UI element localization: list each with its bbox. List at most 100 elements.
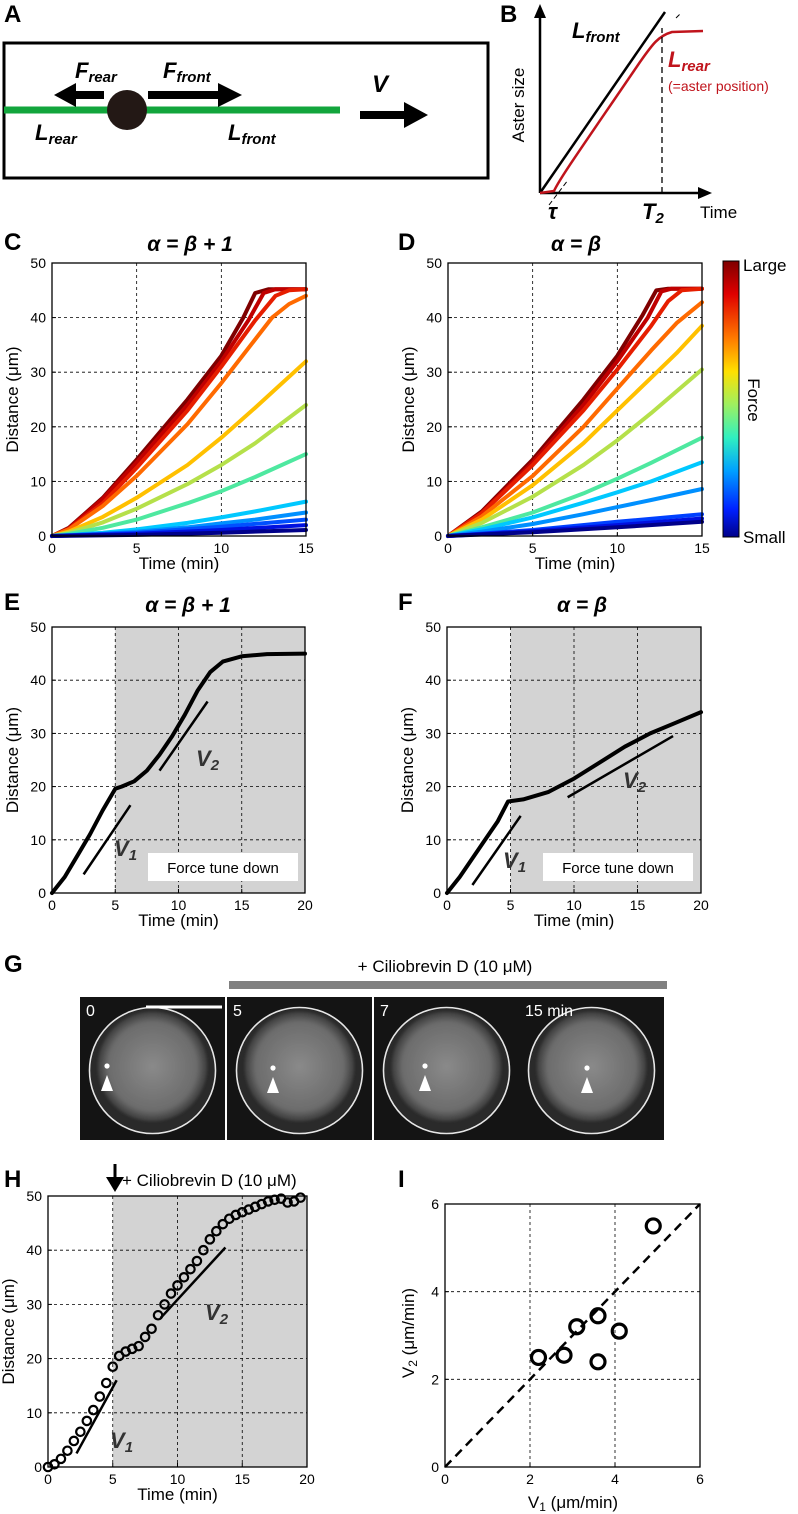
chart-h-point [55, 1453, 67, 1465]
chart-h-ytick-label: 20 [26, 1351, 42, 1367]
panel-g-drug-label: + Ciliobrevin D (10 μM) [358, 957, 533, 976]
frame-label-0: 0 [86, 1003, 95, 1020]
f-front-label: Ffront [163, 58, 212, 86]
chart-h-v1: V1 [110, 1428, 133, 1456]
chart-h-point [211, 1225, 222, 1237]
chart-e-ytick-label: 30 [30, 725, 46, 741]
chart-h-point [152, 1309, 164, 1321]
panel-b-schematic: Aster size Time Lfront Lrear (=aster pos… [509, 4, 769, 227]
panel-label-e: E [4, 589, 20, 616]
chart-e: 0 5 10 15 20 0 10 20 30 40 50 Time (min) Distance (μ… [3, 619, 313, 930]
cell-cytoplasm-3 [536, 1011, 647, 1122]
chart-h-point [159, 1299, 170, 1310]
panel-b-t2: T2 [642, 199, 664, 227]
chart-h-point [172, 1280, 183, 1291]
chart-e-ytick-label: 20 [30, 779, 46, 795]
chart-h-point [198, 1244, 209, 1256]
chart-i: 0 2 4 6 0 2 4 6 [431, 1196, 704, 1487]
chart-c: 0 5 10 15 0 10 20 30 40 50 Time (min) Distance (μm) [3, 255, 314, 573]
panel-b-l-rear: Lrear [668, 47, 711, 75]
chart-f-xtick-label: 15 [630, 897, 646, 913]
chart-h-v2: V2 [205, 1300, 229, 1328]
chart-e-v2: V2 [196, 746, 220, 774]
chart-i-point [568, 1318, 586, 1336]
chart-e-xlabel: Time (min) [138, 911, 219, 930]
f-rear-arrow [54, 83, 104, 107]
chart-c-frame [51, 262, 307, 537]
chart-h-point [295, 1192, 306, 1203]
chart-c-ytick-label: 20 [30, 419, 46, 435]
chart-d-ytick-label: 30 [426, 364, 442, 380]
chart-f-series-0 [445, 710, 703, 895]
colorbar-large: Large [743, 256, 786, 275]
cell-cytoplasm-0 [97, 1011, 208, 1122]
chart-h-drug-arrow [106, 1164, 124, 1192]
panel-a-schematic: Frear Ffront Lrear Lfront V [2, 41, 490, 180]
chart-c-ytick-label: 0 [38, 528, 46, 544]
frame-label-3: 15 min [525, 1003, 573, 1020]
chart-i-ytick-label: 6 [431, 1196, 439, 1212]
chart-f-title: α = β [557, 594, 607, 617]
l-front-label: Lfront [228, 120, 277, 148]
chart-f-xtick-label: 0 [443, 897, 451, 913]
chart-d-ytick-label: 10 [426, 473, 442, 489]
chart-f-slope-v1 [471, 815, 522, 886]
panel-b-tau: τ [548, 199, 558, 224]
chart-e-xtick-label: 5 [111, 897, 119, 913]
cell-cytoplasm-1 [244, 1011, 355, 1122]
chart-f: 0 5 10 15 20 0 10 20 30 40 50 Time (min) Distance (μ… [398, 619, 709, 930]
colorbar-small: Small [743, 528, 786, 547]
chart-d: 0 5 10 15 0 10 20 30 40 50 Time (min) Distance (μm) [399, 255, 710, 573]
colorbar-gradient [722, 260, 740, 538]
chart-i-point [589, 1307, 607, 1325]
chart-f-ytick-label: 0 [433, 885, 441, 901]
panel-label-d: D [398, 229, 415, 256]
chart-h-point [68, 1435, 80, 1447]
chart-e-v1: V1 [114, 836, 137, 864]
panel-label-i: I [398, 1166, 405, 1193]
chart-e-slope-v2 [158, 700, 209, 772]
chart-i-ytick-label: 0 [431, 1459, 439, 1475]
chart-e-title: α = β + 1 [145, 594, 231, 617]
chart-c-xtick-label: 5 [133, 540, 141, 556]
chart-h-point [62, 1445, 73, 1457]
v-label: V [372, 71, 390, 98]
velocity-arrow [360, 102, 428, 128]
chart-h-point [100, 1377, 112, 1389]
chart-i-identity-line [444, 1203, 701, 1468]
chart-h-xtick-label: 15 [234, 1471, 250, 1487]
chart-i-point [555, 1346, 573, 1364]
chart-e-xtick-label: 20 [297, 897, 313, 913]
chart-e-slope-v1 [82, 804, 132, 876]
chart-e-note-text: Force tune down [167, 860, 279, 877]
chart-h-shaded-region [112, 1196, 307, 1467]
chart-e-ylabel: Distance (μm) [3, 707, 22, 813]
aster-arrowhead-2 [419, 1075, 431, 1091]
chart-d-series-7 [446, 460, 704, 538]
chart-c-xtick-label: 0 [48, 540, 56, 556]
force-colorbar: Large Force Small [722, 256, 786, 547]
chart-h-point [133, 1340, 144, 1352]
chart-d-xlabel: Time (min) [535, 554, 616, 573]
frame-label-2: 7 [380, 1003, 389, 1020]
chart-h-point [88, 1404, 99, 1416]
chart-i-point [644, 1217, 662, 1235]
chart-d-xtick-label: 5 [529, 540, 537, 556]
chart-e-ytick-label: 0 [38, 885, 46, 901]
chart-i-frame [444, 1203, 701, 1468]
chart-h-point [204, 1234, 216, 1245]
chart-f-xtick-label: 10 [566, 897, 582, 913]
chart-e-note-box [148, 853, 298, 881]
chart-d-series-5 [446, 367, 704, 538]
chart-f-note: Force tune down [543, 853, 693, 881]
chart-c-series-3 [50, 293, 308, 538]
aster-spot-0 [104, 1063, 110, 1069]
panel-label-b: B [500, 1, 517, 28]
chart-d-series-6 [446, 435, 704, 538]
chart-i-ytick-label: 4 [431, 1284, 439, 1300]
chart-h-point [178, 1272, 190, 1283]
chart-h-slope-v1 [75, 1379, 118, 1455]
frame-label-1: 5 [233, 1003, 242, 1020]
chart-d-title: α = β [551, 233, 601, 256]
chart-h-xtick-label: 5 [109, 1471, 117, 1487]
